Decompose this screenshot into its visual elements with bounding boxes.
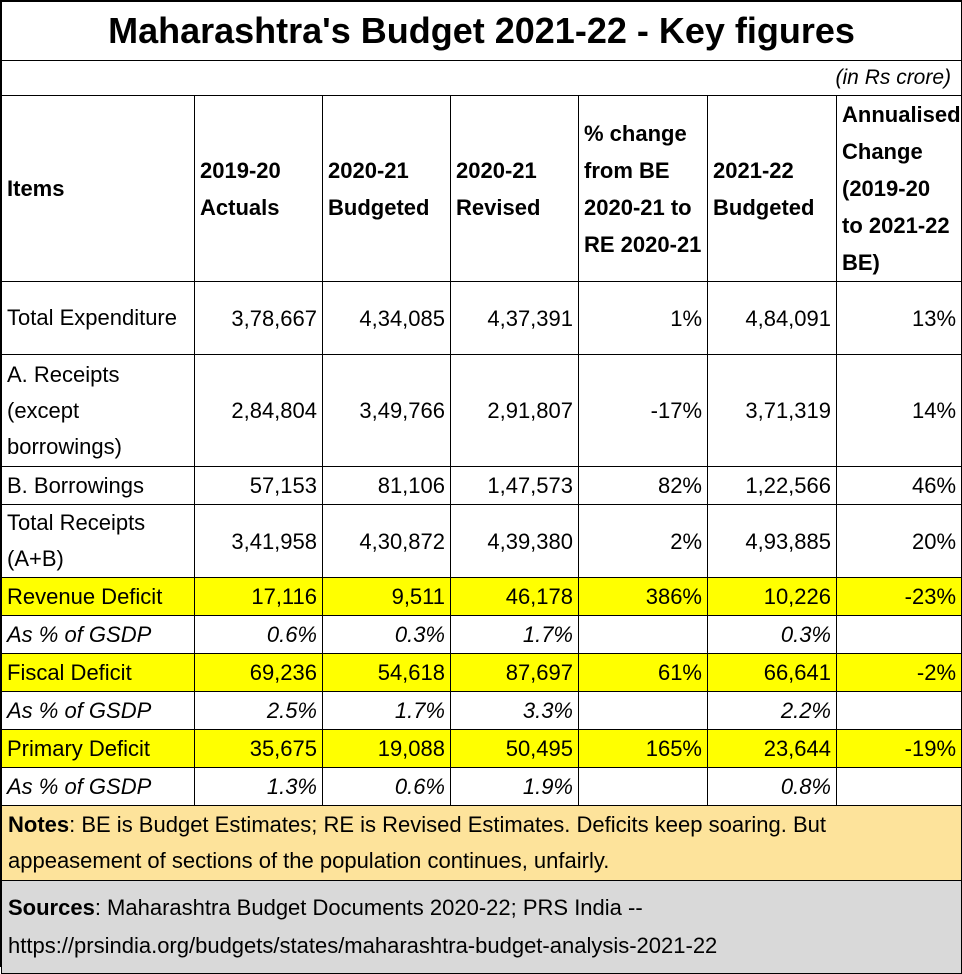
row-label: Fiscal Deficit: [1, 653, 195, 692]
row-label: Total Receipts (A+B): [1, 504, 195, 578]
cell: 4,93,885: [707, 504, 837, 578]
cell: [578, 691, 708, 730]
table-row: A. Receipts (except borrowings) 2,84,804…: [1, 354, 962, 467]
row-label: Primary Deficit: [1, 729, 195, 768]
cell: 61%: [578, 653, 708, 692]
cell: 2.5%: [194, 691, 323, 730]
sources-box: Sources: Maharashtra Budget Documents 20…: [0, 880, 962, 974]
sources-label: Sources: [8, 895, 95, 920]
cell: 1,22,566: [707, 466, 837, 505]
cell: [835, 615, 962, 654]
column-header-2020-21-revised: 2020-21 Revised: [450, 95, 579, 282]
cell: 14%: [835, 354, 962, 467]
cell: 4,37,391: [450, 281, 579, 355]
row-label: As % of GSDP: [1, 691, 195, 730]
cell: 54,618: [322, 653, 451, 692]
cell: 1.7%: [450, 615, 579, 654]
cell: 2,84,804: [194, 354, 323, 467]
cell: 46,178: [450, 577, 579, 616]
table-row: Fiscal Deficit 69,236 54,618 87,697 61% …: [1, 653, 962, 692]
cell: -17%: [578, 354, 708, 467]
cell: 165%: [578, 729, 708, 768]
cell: -2%: [835, 653, 962, 692]
cell: 0.6%: [322, 767, 451, 806]
cell: 69,236: [194, 653, 323, 692]
cell: [835, 767, 962, 806]
header-row: Items 2019-20 Actuals 2020-21 Budgeted 2…: [1, 95, 962, 282]
cell: 20%: [835, 504, 962, 578]
table-row: Revenue Deficit 17,116 9,511 46,178 386%…: [1, 577, 962, 616]
cell: 3,41,958: [194, 504, 323, 578]
cell: 66,641: [707, 653, 837, 692]
cell: 1.7%: [322, 691, 451, 730]
cell: [578, 615, 708, 654]
cell: 10,226: [707, 577, 837, 616]
cell: [578, 767, 708, 806]
cell: 3,49,766: [322, 354, 451, 467]
table-title: Maharashtra's Budget 2021-22 - Key figur…: [0, 1, 962, 61]
cell: 3.3%: [450, 691, 579, 730]
cell: 35,675: [194, 729, 323, 768]
cell: 2,91,807: [450, 354, 579, 467]
cell: 82%: [578, 466, 708, 505]
row-label: A. Receipts (except borrowings): [1, 354, 195, 467]
cell: 4,84,091: [707, 281, 837, 355]
table-row: As % of GSDP 2.5% 1.7% 3.3% 2.2%: [1, 691, 962, 730]
cell: 19,088: [322, 729, 451, 768]
cell: 57,153: [194, 466, 323, 505]
cell: 0.3%: [707, 615, 837, 654]
cell: 87,697: [450, 653, 579, 692]
row-label: Revenue Deficit: [1, 577, 195, 616]
sources-text: : Maharashtra Budget Documents 2020-22; …: [8, 895, 718, 958]
cell: 0.6%: [194, 615, 323, 654]
notes-label: Notes: [8, 812, 70, 837]
row-label: As % of GSDP: [1, 615, 195, 654]
cell: 46%: [835, 466, 962, 505]
cell: -23%: [835, 577, 962, 616]
column-header-2021-22-budgeted: 2021-22 Budgeted: [707, 95, 837, 282]
cell: 23,644: [707, 729, 837, 768]
cell: 2%: [578, 504, 708, 578]
cell: 1%: [578, 281, 708, 355]
cell: 386%: [578, 577, 708, 616]
row-label: Total Expenditure: [1, 281, 195, 355]
table-row: Primary Deficit 35,675 19,088 50,495 165…: [1, 729, 962, 768]
cell: 0.3%: [322, 615, 451, 654]
cell: 1.9%: [450, 767, 579, 806]
cell: 4,30,872: [322, 504, 451, 578]
table-row: Total Receipts (A+B) 3,41,958 4,30,872 4…: [1, 504, 962, 578]
cell: 1.3%: [194, 767, 323, 806]
cell: 13%: [835, 281, 962, 355]
cell: 9,511: [322, 577, 451, 616]
cell: 3,78,667: [194, 281, 323, 355]
unit-label: (in Rs crore): [0, 60, 962, 96]
table-row: As % of GSDP 0.6% 0.3% 1.7% 0.3%: [1, 615, 962, 654]
table-row: As % of GSDP 1.3% 0.6% 1.9% 0.8%: [1, 767, 962, 806]
cell: 50,495: [450, 729, 579, 768]
cell: -19%: [835, 729, 962, 768]
cell: 0.8%: [707, 767, 837, 806]
table-row: B. Borrowings 57,153 81,106 1,47,573 82%…: [1, 466, 962, 505]
row-label: B. Borrowings: [1, 466, 195, 505]
cell: 17,116: [194, 577, 323, 616]
notes-box: Notes: BE is Budget Estimates; RE is Rev…: [0, 805, 962, 881]
cell: 4,39,380: [450, 504, 579, 578]
cell: 3,71,319: [707, 354, 837, 467]
cell: 4,34,085: [322, 281, 451, 355]
column-header-percent-change: % change from BE 2020-21 to RE 2020-21: [578, 95, 708, 282]
cell: 1,47,573: [450, 466, 579, 505]
table-row: Total Expenditure 3,78,667 4,34,085 4,37…: [1, 281, 962, 355]
column-header-2020-21-budgeted: 2020-21 Budgeted: [322, 95, 451, 282]
cell: 2.2%: [707, 691, 837, 730]
cell: 81,106: [322, 466, 451, 505]
column-header-annualised-change: Annualised Change (2019-20 to 2021-22 BE…: [835, 95, 962, 282]
cell: [835, 691, 962, 730]
column-header-items: Items: [1, 95, 195, 282]
notes-text: : BE is Budget Estimates; RE is Revised …: [8, 812, 826, 873]
row-label: As % of GSDP: [1, 767, 195, 806]
column-header-2019-20-actuals: 2019-20 Actuals: [194, 95, 323, 282]
